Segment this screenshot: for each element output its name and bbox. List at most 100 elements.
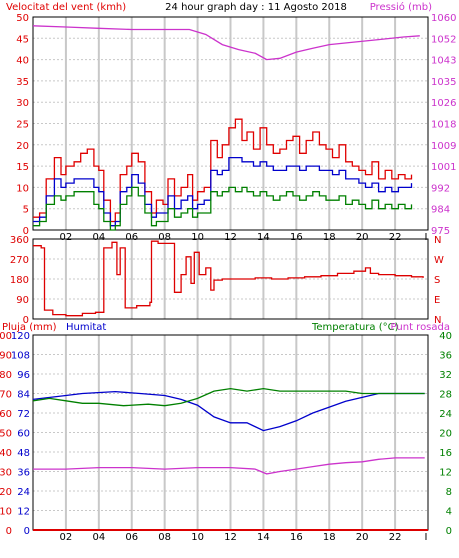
left-tick-label: 5 xyxy=(23,205,29,216)
series-wind-speed-line xyxy=(33,156,413,227)
left-tick-label: 35 xyxy=(16,77,29,88)
right-tick-label: 1026 xyxy=(431,98,456,109)
left-tick-label: 40 xyxy=(16,56,29,67)
humidity-tick-label: 108 xyxy=(11,351,30,362)
right-tick-label: 992 xyxy=(431,183,450,194)
humidity-tick-label: 12 xyxy=(17,507,30,518)
x-tick-label: 18 xyxy=(323,532,336,543)
x-tick-label: 20 xyxy=(356,232,369,243)
humidity-tick-label: 0 xyxy=(24,526,30,537)
left-tick-label: 0 xyxy=(23,315,29,326)
left-tick-label: 80 xyxy=(0,370,12,381)
left-tick-label: 0 xyxy=(6,526,12,537)
right-tick-label: 984 xyxy=(431,205,450,216)
humidity-axis-title: Humitat xyxy=(66,322,106,333)
left-tick-label: 100 xyxy=(0,331,12,342)
right-tick-label: W xyxy=(434,255,444,266)
left-tick-label: 0 xyxy=(23,226,29,237)
left-tick-label: 30 xyxy=(16,98,29,109)
humidity-tick-label: 48 xyxy=(17,448,30,459)
x-tick-label: 20 xyxy=(356,532,369,543)
x-tick-label: 16 xyxy=(290,232,303,243)
left-tick-label: 90 xyxy=(16,295,29,306)
x-tick-label: 08 xyxy=(158,232,171,243)
left-tick-label: 15 xyxy=(16,162,29,173)
humidity-tick-label: 96 xyxy=(17,370,30,381)
humidity-tick-label: 60 xyxy=(17,429,30,440)
humidity-tick-label: 36 xyxy=(17,468,30,479)
left-tick-label: 10 xyxy=(0,507,12,518)
dewpoint-axis-title: Punt rosada xyxy=(391,322,450,333)
left-tick-label: 60 xyxy=(0,409,12,420)
right-tick-label: 1052 xyxy=(431,34,456,45)
pressure-axis-title: Pressió (mb) xyxy=(370,1,432,13)
right-tick-label: 12 xyxy=(439,468,452,479)
x-tick-label: 02 xyxy=(60,232,73,243)
left-tick-label: 270 xyxy=(10,255,29,266)
humidity-tick-label: 24 xyxy=(17,487,30,498)
right-tick-label: 1043 xyxy=(431,56,456,67)
humidity-tick-label: 84 xyxy=(17,390,30,401)
series-dewpoint-line xyxy=(33,457,425,475)
series-wind-avg-line xyxy=(33,186,413,231)
x-tick-label: 14 xyxy=(257,532,270,543)
left-tick-label: 10 xyxy=(16,183,29,194)
series-pressure-line xyxy=(32,25,420,61)
right-tick-label: 40 xyxy=(439,331,452,342)
series-wind-gust-line xyxy=(33,118,413,223)
right-tick-label: 24 xyxy=(439,409,452,420)
right-tick-label: 28 xyxy=(439,390,452,401)
right-tick-label: 20 xyxy=(439,429,452,440)
left-tick-label: 360 xyxy=(10,235,29,246)
right-tick-label: 1018 xyxy=(431,120,456,131)
right-tick-label: S xyxy=(434,275,440,286)
series-temperature-line xyxy=(32,387,425,407)
x-tick-label: 22 xyxy=(389,232,402,243)
right-tick-label: 1009 xyxy=(431,141,456,152)
right-tick-label: 32 xyxy=(439,370,452,381)
right-tick-label: 16 xyxy=(439,448,452,459)
series-direction-line xyxy=(33,240,424,317)
right-tick-label: 36 xyxy=(439,351,452,362)
right-tick-label: 1001 xyxy=(431,162,456,173)
x-tick-label: 02 xyxy=(60,532,73,543)
panel-frame xyxy=(32,238,429,320)
right-tick-label: 4 xyxy=(446,507,452,518)
left-tick-label: 70 xyxy=(0,390,12,401)
x-tick-label: 06 xyxy=(125,532,138,543)
right-tick-label: 975 xyxy=(431,226,450,237)
left-tick-label: 25 xyxy=(16,120,29,131)
left-tick-label: 40 xyxy=(0,448,12,459)
x-tick-label: 18 xyxy=(323,232,336,243)
right-tick-label: 8 xyxy=(446,487,452,498)
panel-frame xyxy=(32,16,429,231)
x-tick-label: I xyxy=(425,532,428,543)
right-tick-label: 0 xyxy=(446,526,452,537)
x-tick-label: 22 xyxy=(389,532,402,543)
x-tick-label: 16 xyxy=(290,532,303,543)
left-tick-label: 180 xyxy=(10,275,29,286)
left-tick-label: 50 xyxy=(0,429,12,440)
left-tick-label: 90 xyxy=(0,351,12,362)
left-tick-label: 50 xyxy=(16,13,29,24)
right-tick-label: E xyxy=(434,295,440,306)
left-tick-label: 20 xyxy=(0,487,12,498)
rain-axis-title: Pluja (mm) xyxy=(2,322,57,333)
left-tick-label: 20 xyxy=(16,141,29,152)
left-tick-label: 30 xyxy=(0,468,12,479)
x-tick-label: 10 xyxy=(191,232,204,243)
right-tick-label: 1060 xyxy=(431,13,456,24)
right-tick-label: 1035 xyxy=(431,77,456,88)
x-tick-label: 06 xyxy=(125,232,138,243)
x-tick-label: 04 xyxy=(92,232,105,243)
x-tick-label: 12 xyxy=(224,232,237,243)
x-tick-label: 08 xyxy=(158,532,171,543)
temperature-axis-title: Temperatura (°C) xyxy=(311,322,399,333)
x-tick-label: 04 xyxy=(92,532,105,543)
graph-title: 24 hour graph day : 11 Agosto 2018 xyxy=(165,2,347,13)
wind-axis-title: Velocitat del vent (kmh) xyxy=(6,2,126,13)
x-tick-label: 12 xyxy=(224,532,237,543)
right-tick-label: N xyxy=(434,315,441,326)
